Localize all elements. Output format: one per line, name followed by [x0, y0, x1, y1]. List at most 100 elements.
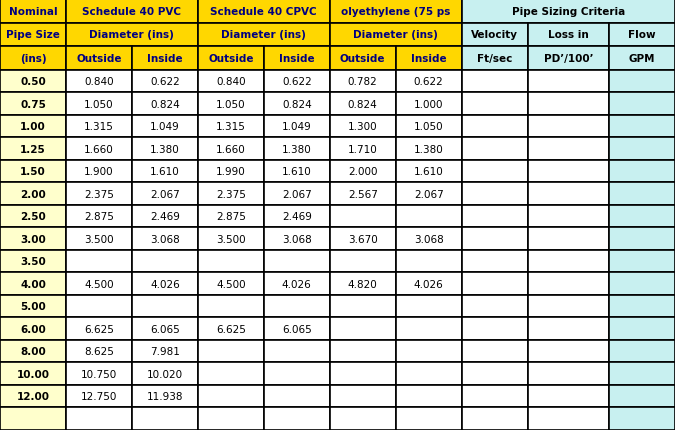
Bar: [396, 385, 462, 408]
Bar: [198, 362, 264, 385]
Bar: [0, 318, 66, 340]
Bar: [198, 138, 264, 160]
Bar: [0, 138, 66, 160]
Text: 6.065: 6.065: [150, 324, 180, 334]
Bar: [609, 362, 675, 385]
Text: 1.660: 1.660: [84, 144, 114, 154]
Bar: [528, 228, 609, 250]
Bar: [609, 385, 675, 408]
Text: 3.068: 3.068: [414, 234, 443, 244]
Text: 6.625: 6.625: [216, 324, 246, 334]
Text: 1.50: 1.50: [20, 167, 46, 177]
Bar: [132, 71, 198, 93]
Bar: [528, 138, 609, 160]
Bar: [66, 47, 132, 71]
Bar: [396, 183, 462, 206]
Text: 1.050: 1.050: [414, 122, 443, 132]
Text: 3.670: 3.670: [348, 234, 377, 244]
Bar: [330, 138, 396, 160]
Bar: [198, 71, 264, 93]
Text: 4.500: 4.500: [216, 279, 246, 289]
Bar: [462, 24, 528, 47]
Bar: [132, 160, 198, 183]
Text: 2.375: 2.375: [84, 189, 114, 199]
Bar: [132, 340, 198, 362]
Bar: [66, 228, 132, 250]
Bar: [66, 362, 132, 385]
Bar: [132, 47, 198, 71]
Bar: [132, 183, 198, 206]
Text: 2.375: 2.375: [216, 189, 246, 199]
Text: Pipe Sizing Criteria: Pipe Sizing Criteria: [512, 7, 625, 17]
Bar: [0, 24, 66, 47]
Bar: [198, 228, 264, 250]
Bar: [462, 340, 528, 362]
Bar: [330, 0, 462, 24]
Text: 0.622: 0.622: [150, 77, 180, 87]
Bar: [396, 228, 462, 250]
Bar: [66, 385, 132, 408]
Text: Loss in: Loss in: [548, 31, 589, 40]
Bar: [609, 206, 675, 228]
Text: 12.00: 12.00: [16, 391, 49, 401]
Bar: [198, 408, 264, 430]
Text: 1.900: 1.900: [84, 167, 113, 177]
Text: 1.610: 1.610: [150, 167, 180, 177]
Text: 0.840: 0.840: [216, 77, 246, 87]
Bar: [330, 71, 396, 93]
Bar: [264, 318, 330, 340]
Bar: [609, 71, 675, 93]
Bar: [0, 408, 66, 430]
Bar: [132, 295, 198, 318]
Text: 11.938: 11.938: [146, 391, 183, 401]
Bar: [462, 228, 528, 250]
Bar: [66, 71, 132, 93]
Text: 3.500: 3.500: [216, 234, 246, 244]
Bar: [528, 160, 609, 183]
Bar: [0, 228, 66, 250]
Bar: [396, 206, 462, 228]
Bar: [330, 183, 396, 206]
Bar: [528, 24, 609, 47]
Bar: [528, 250, 609, 273]
Bar: [462, 183, 528, 206]
Bar: [0, 160, 66, 183]
Text: Diameter (ins): Diameter (ins): [90, 31, 174, 40]
Bar: [132, 385, 198, 408]
Text: 0.622: 0.622: [414, 77, 443, 87]
Text: 1.049: 1.049: [282, 122, 312, 132]
Bar: [462, 295, 528, 318]
Text: 4.500: 4.500: [84, 279, 113, 289]
Bar: [462, 273, 528, 295]
Text: 7.981: 7.981: [150, 347, 180, 356]
Bar: [396, 160, 462, 183]
Bar: [0, 71, 66, 93]
Text: 1.380: 1.380: [414, 144, 443, 154]
Text: 6.00: 6.00: [20, 324, 46, 334]
Bar: [462, 408, 528, 430]
Text: Diameter (ins): Diameter (ins): [353, 31, 438, 40]
Text: 1.315: 1.315: [84, 122, 114, 132]
Text: Inside: Inside: [147, 54, 183, 64]
Bar: [330, 340, 396, 362]
Text: 0.622: 0.622: [282, 77, 312, 87]
Bar: [198, 0, 330, 24]
Text: 4.026: 4.026: [414, 279, 443, 289]
Bar: [528, 295, 609, 318]
Bar: [198, 273, 264, 295]
Text: olyethylene (75 ps: olyethylene (75 ps: [341, 7, 450, 17]
Text: 2.50: 2.50: [20, 212, 46, 222]
Bar: [0, 0, 66, 24]
Text: 12.750: 12.750: [81, 391, 117, 401]
Bar: [462, 0, 675, 24]
Bar: [396, 138, 462, 160]
Bar: [330, 228, 396, 250]
Bar: [396, 71, 462, 93]
Bar: [198, 250, 264, 273]
Bar: [264, 183, 330, 206]
Bar: [264, 71, 330, 93]
Text: Outside: Outside: [76, 54, 122, 64]
Bar: [132, 408, 198, 430]
Bar: [264, 93, 330, 116]
Bar: [0, 295, 66, 318]
